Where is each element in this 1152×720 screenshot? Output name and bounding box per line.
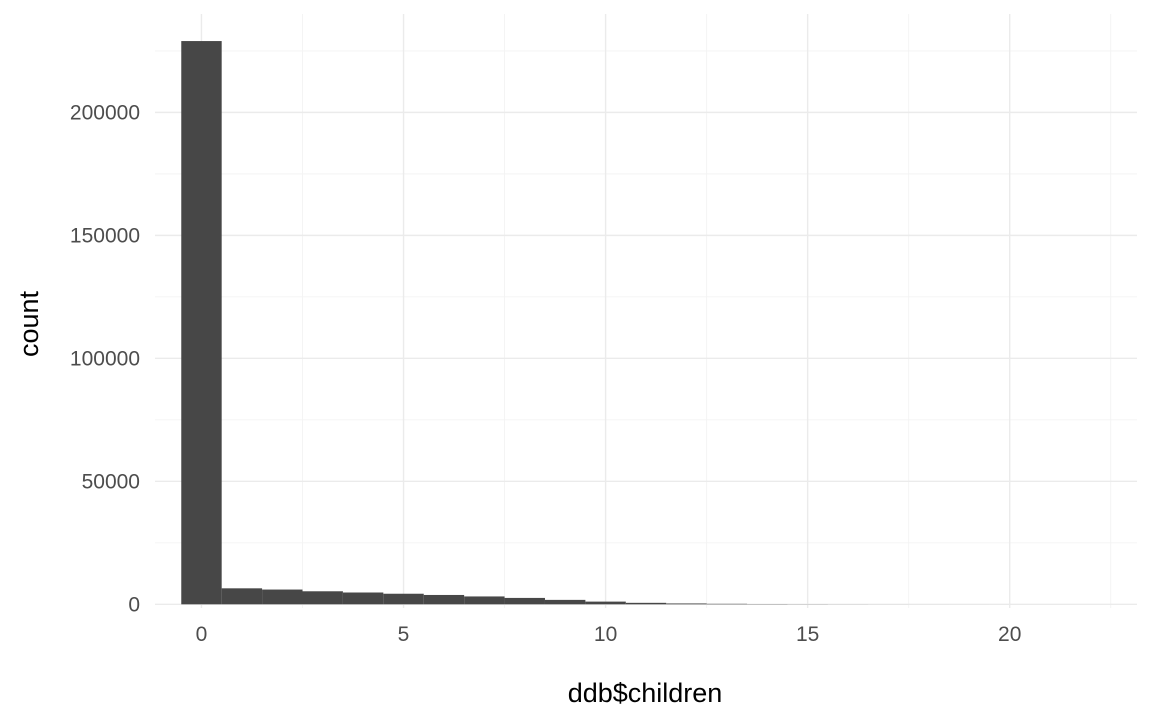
histogram-bar	[504, 597, 545, 605]
minor-gridlines	[155, 14, 1137, 608]
y-axis-tick-labels: 0 50000 100000 150000 200000	[70, 101, 140, 616]
histogram-bar	[342, 592, 384, 605]
y-tick-label: 150000	[70, 224, 140, 247]
histogram-bar	[181, 41, 222, 605]
histogram-bar	[666, 603, 707, 605]
x-tick-label: 15	[796, 623, 819, 646]
y-tick-label: 0	[128, 593, 140, 616]
histogram-bar	[262, 589, 303, 605]
histogram-bar	[221, 588, 263, 605]
y-axis-title: count	[14, 290, 44, 357]
histogram-bar	[423, 594, 465, 605]
x-tick-label: 0	[196, 623, 208, 646]
histogram-bar	[464, 596, 505, 605]
x-tick-label: 5	[398, 623, 410, 646]
histogram-bar	[302, 591, 343, 605]
histogram-bar	[544, 599, 586, 605]
x-tick-label: 10	[594, 623, 617, 646]
x-tick-label: 20	[998, 623, 1021, 646]
y-tick-label: 100000	[70, 347, 140, 370]
y-tick-label: 50000	[82, 470, 140, 493]
y-tick-label: 200000	[70, 101, 140, 124]
x-axis-tick-labels: 0 5 10 15 20	[196, 623, 1022, 646]
histogram-bar	[625, 602, 667, 605]
histogram-bar	[585, 601, 626, 605]
x-axis-title: ddb$children	[568, 678, 723, 708]
histogram-bars	[181, 41, 1111, 605]
histogram-bar	[383, 593, 424, 605]
